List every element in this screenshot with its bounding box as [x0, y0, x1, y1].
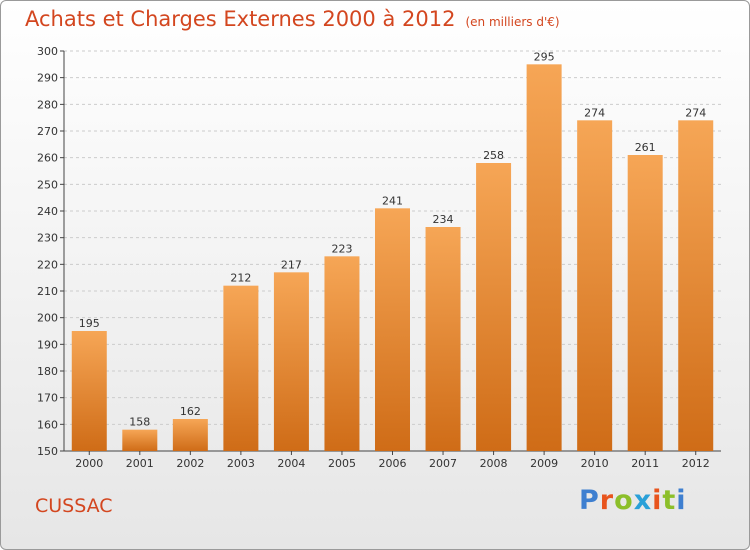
x-tick-label: 2005	[328, 457, 356, 470]
y-tick-label: 300	[37, 45, 58, 58]
x-tick-label: 2007	[429, 457, 457, 470]
bar-2003	[223, 285, 259, 451]
x-tick-label: 2011	[631, 457, 659, 470]
y-tick-label: 240	[37, 205, 58, 218]
logo-letter: o	[614, 485, 634, 516]
bar-2010	[577, 120, 613, 451]
bar-2006	[375, 208, 410, 451]
y-tick-label: 210	[37, 285, 58, 298]
value-label-2008: 258	[483, 149, 504, 162]
value-label-2002: 162	[180, 405, 201, 418]
y-tick-label: 200	[37, 312, 58, 325]
logo-letter: x	[633, 485, 653, 516]
value-label-2011: 261	[635, 141, 656, 154]
logo-letter: P	[579, 485, 600, 516]
y-tick-label: 160	[37, 418, 58, 431]
x-tick-label: 2002	[176, 457, 204, 470]
value-label-2003: 212	[230, 272, 251, 285]
value-label-2000: 195	[79, 317, 100, 330]
y-tick-label: 260	[37, 152, 58, 165]
y-tick-label: 220	[37, 258, 58, 271]
y-tick-label: 190	[37, 338, 58, 351]
labels: 150 160 170 180 190 200 210 220 230 240 250 260 270 2…	[37, 45, 710, 470]
x-tick-label: 2008	[480, 457, 508, 470]
value-label-2005: 223	[331, 242, 352, 255]
value-label-2009: 295	[534, 50, 555, 63]
town-name: CUSSAC	[35, 495, 113, 517]
title-text: Achats et Charges Externes 2000 à 2012	[25, 7, 456, 31]
y-tick-label: 290	[37, 72, 58, 85]
x-tick-label: 2012	[682, 457, 710, 470]
y-tick-label: 280	[37, 98, 58, 111]
logo-letter: i	[676, 485, 687, 516]
y-tick-label: 270	[37, 125, 58, 138]
bar-2001	[122, 429, 158, 451]
title-unit: (en milliers d'€)	[465, 15, 560, 29]
proxiti-logo: Proxiti	[579, 485, 687, 516]
y-tick-label: 250	[37, 178, 58, 191]
bar-2007	[425, 227, 461, 451]
bar-2002	[172, 419, 208, 451]
x-tick-label: 2003	[227, 457, 255, 470]
value-label-2010: 274	[584, 106, 605, 119]
bar-2000	[71, 331, 107, 451]
x-tick-label: 2010	[581, 457, 609, 470]
bar-2009	[526, 64, 562, 452]
x-tick-label: 2001	[126, 457, 154, 470]
value-label-2007: 234	[433, 213, 454, 226]
bar-2008	[476, 163, 512, 451]
logo-letter: r	[599, 485, 615, 516]
bar-2004	[273, 272, 309, 451]
y-tick-label: 170	[37, 392, 58, 405]
y-tick-label: 180	[37, 365, 58, 378]
logo-letter: i	[652, 485, 663, 516]
logo-letter: t	[662, 485, 677, 516]
chart-title: Achats et Charges Externes 2000 à 2012 (e…	[25, 7, 560, 31]
x-tick-label: 2009	[530, 457, 558, 470]
bars	[71, 64, 714, 452]
y-tick-label: 150	[37, 445, 58, 458]
bar-2011	[627, 155, 663, 451]
value-label-2004: 217	[281, 258, 302, 271]
bar-2005	[324, 256, 360, 451]
value-label-2012: 274	[685, 106, 706, 119]
value-label-2006: 241	[382, 194, 403, 207]
x-tick-label: 2006	[379, 457, 407, 470]
bar-2012	[678, 120, 714, 451]
x-tick-label: 2004	[277, 457, 305, 470]
y-tick-label: 230	[37, 232, 58, 245]
value-label-2001: 158	[129, 416, 150, 429]
x-tick-label: 2000	[75, 457, 103, 470]
